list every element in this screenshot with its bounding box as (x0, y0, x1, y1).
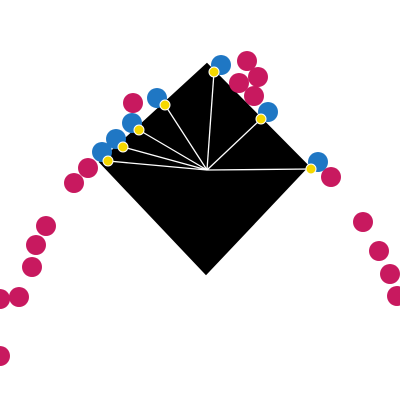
ray-line (164, 104, 208, 171)
enemy-ball[interactable] (26, 235, 46, 255)
ray-line (206, 118, 262, 171)
enemy-ball[interactable] (353, 212, 373, 232)
hook-dot (102, 155, 114, 167)
ray-line (107, 160, 208, 171)
hook-dot (305, 163, 317, 175)
enemy-ball[interactable] (244, 86, 264, 106)
hook-dot (133, 124, 145, 136)
enemy-ball[interactable] (123, 93, 143, 113)
enemy-ball[interactable] (0, 289, 10, 309)
hook-dot (255, 113, 267, 125)
enemy-balls-group (0, 51, 400, 366)
enemy-ball[interactable] (237, 51, 257, 71)
ray-line (206, 168, 312, 171)
enemy-ball[interactable] (369, 241, 389, 261)
hook-dot (208, 66, 220, 78)
enemy-ball[interactable] (78, 158, 98, 178)
enemy-ball[interactable] (248, 67, 268, 87)
enemy-ball[interactable] (36, 216, 56, 236)
hook-dot (117, 141, 129, 153)
hook-dot (159, 99, 171, 111)
rays-group (107, 71, 312, 171)
ray-line (206, 71, 215, 171)
enemy-ball[interactable] (387, 286, 400, 306)
enemy-ball[interactable] (9, 287, 29, 307)
ray-line (138, 129, 208, 171)
enemy-ball[interactable] (229, 73, 249, 93)
enemy-ball[interactable] (0, 346, 10, 366)
enemy-ball[interactable] (64, 173, 84, 193)
enemy-ball[interactable] (321, 167, 341, 187)
ray-line (122, 146, 208, 171)
enemy-ball[interactable] (380, 264, 400, 284)
hooks-group (102, 66, 317, 175)
enemy-ball[interactable] (22, 257, 42, 277)
